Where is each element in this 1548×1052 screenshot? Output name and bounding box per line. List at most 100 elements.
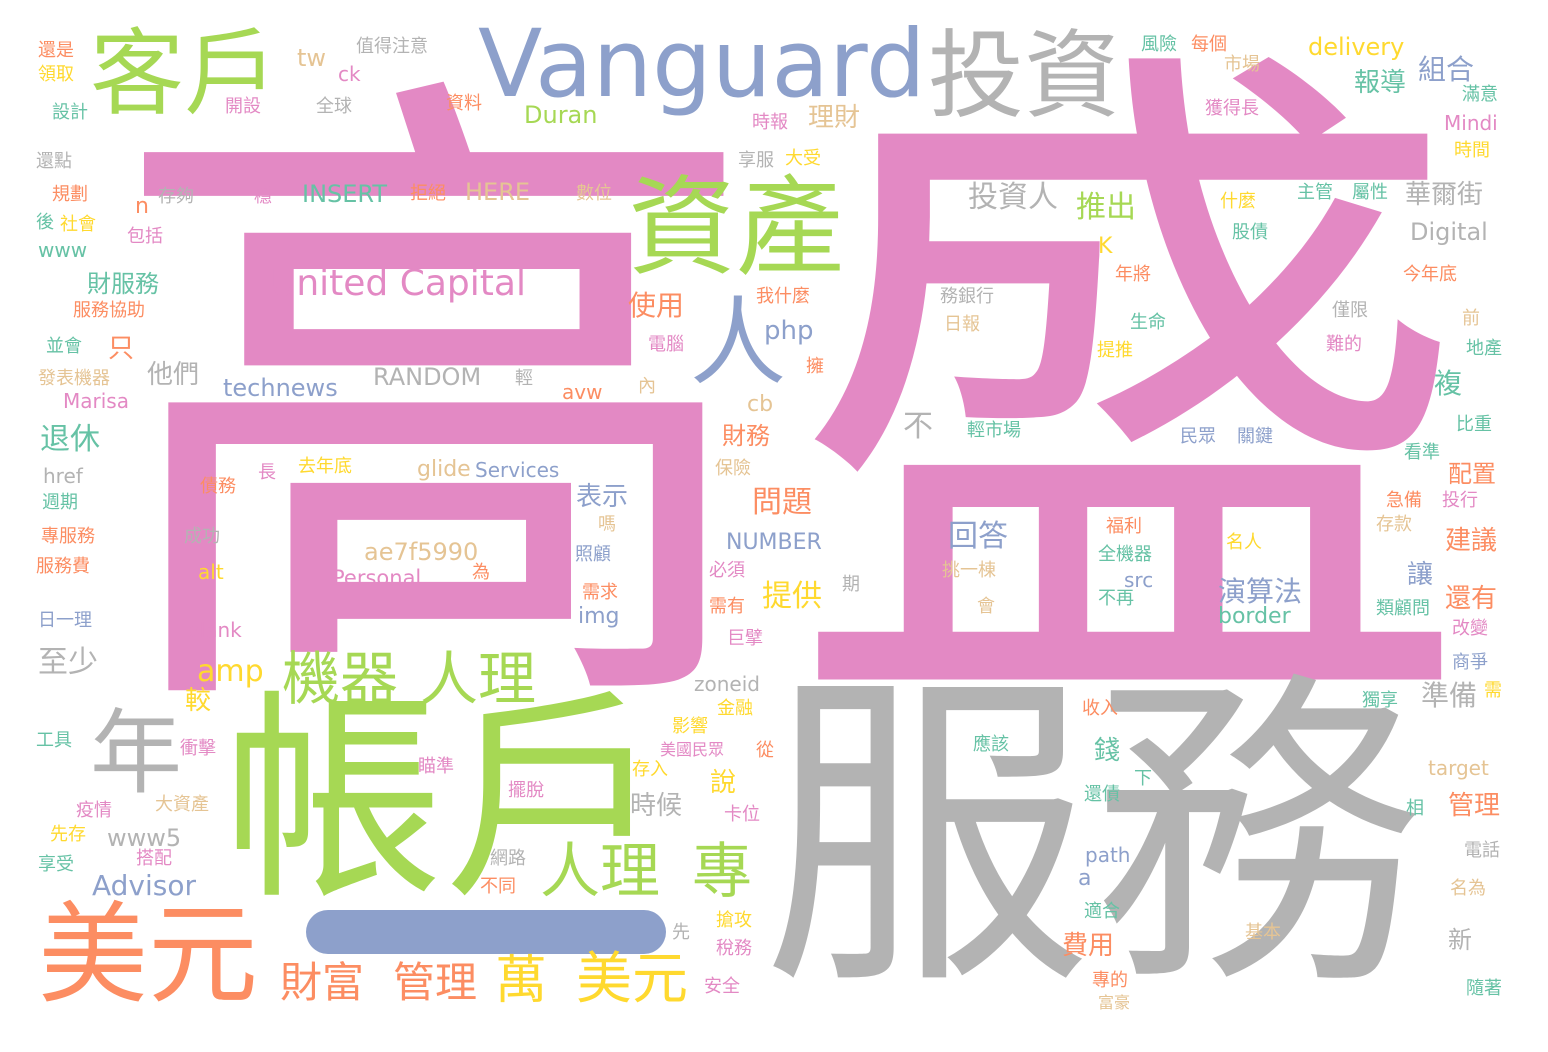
cloud-word: amp: [197, 654, 264, 689]
cloud-word: 還是: [38, 40, 74, 61]
cloud-word: 會: [977, 596, 995, 617]
cloud-word: www5: [107, 824, 182, 852]
cloud-word: 屬性: [1352, 182, 1388, 203]
cloud-word: 只: [108, 334, 135, 364]
cloud-word: 建議: [1445, 526, 1498, 556]
cloud-word: 不同: [480, 876, 516, 897]
cloud-word: 投行: [1442, 490, 1478, 511]
cloud-word: 提推: [1097, 340, 1133, 361]
cloud-word: 較: [185, 686, 212, 716]
cloud-word: Services: [475, 458, 560, 482]
cloud-word: 帳戶: [222, 672, 666, 930]
cloud-word: 類顧問: [1376, 598, 1430, 619]
cloud-word: 拒絕: [410, 183, 446, 204]
cloud-word: 還有: [1445, 584, 1498, 614]
cloud-word: Digital: [1410, 218, 1488, 246]
cloud-word: Personal: [332, 566, 422, 590]
cloud-word: 輕市場: [967, 420, 1021, 441]
cloud-word: 保險: [715, 458, 751, 479]
cloud-word: 輕: [515, 368, 533, 389]
cloud-word: 市場: [1224, 54, 1260, 75]
cloud-word: 人理: [420, 645, 537, 713]
cloud-word: 穩: [254, 186, 272, 207]
cloud-word: 週期: [42, 492, 78, 513]
cloud-word: 機器: [282, 645, 399, 713]
cloud-word: 全機器: [1098, 544, 1152, 565]
cloud-word: 改變: [1452, 618, 1488, 639]
cloud-word: 商爭: [1452, 652, 1488, 673]
cloud-word: 看準: [1404, 442, 1440, 463]
cloud-word: 適合: [1084, 901, 1120, 922]
cloud-word: 下: [1134, 768, 1152, 789]
cloud-word: 還點: [36, 151, 72, 172]
cloud-word: 急備: [1386, 490, 1422, 511]
cloud-word: 不: [903, 409, 933, 444]
cloud-word: 美國民眾: [660, 740, 725, 759]
cloud-word: path: [1085, 843, 1131, 867]
cloud-word: 說: [710, 768, 737, 798]
cloud-word: 從: [756, 740, 774, 761]
cloud-word: 退休: [40, 422, 100, 457]
cloud-word: 隨著: [1466, 978, 1502, 999]
cloud-word: 務銀行: [940, 286, 994, 307]
cloud-word: 風險: [1141, 34, 1177, 55]
cloud-word: 費用: [1062, 931, 1115, 961]
cloud-word: 名為: [1450, 878, 1486, 899]
cloud-word: 並會: [46, 336, 82, 357]
cloud-word: 民眾: [1180, 426, 1216, 447]
cloud-word: 電腦: [648, 334, 684, 355]
cloud-word: 難的: [1326, 334, 1362, 355]
cloud-word: 照顧: [575, 544, 611, 565]
cloud-word: RANDOM: [373, 363, 482, 391]
cloud-word: 內: [638, 376, 656, 397]
cloud-word: 獲得長: [1205, 98, 1259, 119]
cloud-word: border: [1218, 604, 1291, 629]
cloud-word: target: [1428, 756, 1489, 780]
cloud-word: 財服務: [87, 270, 159, 298]
cloud-word: 數位: [576, 183, 612, 204]
cloud-word: 複: [1434, 367, 1463, 400]
cloud-word: 問題: [752, 485, 812, 520]
cloud-word: 收入: [1082, 698, 1118, 719]
cloud-word: 需: [1484, 680, 1502, 701]
cloud-word: 理財: [808, 103, 861, 133]
cloud-word: 工具: [36, 730, 72, 751]
cloud-word: 人: [690, 287, 786, 399]
cloud-word: 先存: [50, 824, 86, 845]
cloud-word: 卡位: [724, 804, 760, 825]
cloud-word: Advisor: [92, 869, 197, 902]
cloud-word: 影響: [672, 716, 708, 737]
cloud-word: 日報: [944, 314, 980, 335]
cloud-word: 相: [1406, 798, 1424, 819]
cloud-word: 生命: [1130, 312, 1166, 333]
cloud-word: 享受: [38, 854, 74, 875]
cloud-word: 福利: [1106, 516, 1142, 537]
cloud-word: 萬: [495, 951, 548, 1011]
cloud-word: 電話: [1464, 840, 1500, 861]
cloud-word: 為: [472, 562, 490, 583]
pill-shape: [306, 910, 666, 954]
cloud-word: 高: [105, 25, 765, 794]
cloud-word: 美元: [38, 891, 258, 1019]
cloud-word: 我什麼: [756, 286, 810, 307]
cloud-word: 網路: [490, 848, 526, 869]
cloud-word: 每個: [1191, 34, 1227, 55]
cloud-word: 錢: [1094, 736, 1121, 766]
cloud-word: 使用: [628, 289, 685, 322]
cloud-word: 他們: [147, 360, 200, 390]
cloud-word: 推出: [1076, 190, 1136, 225]
cloud-word: 發表機器: [38, 368, 110, 389]
cloud-word: 準備: [1421, 679, 1478, 712]
cloud-word: tw: [297, 44, 327, 72]
cloud-word: 需有: [709, 596, 745, 617]
cloud-word: 大受: [785, 148, 821, 169]
cloud-word: 關鍵: [1237, 426, 1273, 447]
cloud-word: 大資產: [155, 794, 209, 815]
cloud-word: 表示: [576, 482, 629, 512]
cloud-word: 不再: [1098, 588, 1134, 609]
cloud-word: 至少: [38, 645, 98, 680]
cloud-word: 管理: [1448, 791, 1501, 821]
cloud-word: 財務: [722, 422, 770, 450]
cloud-word: 時間: [1454, 140, 1490, 161]
cloud-word: a: [1078, 866, 1092, 891]
